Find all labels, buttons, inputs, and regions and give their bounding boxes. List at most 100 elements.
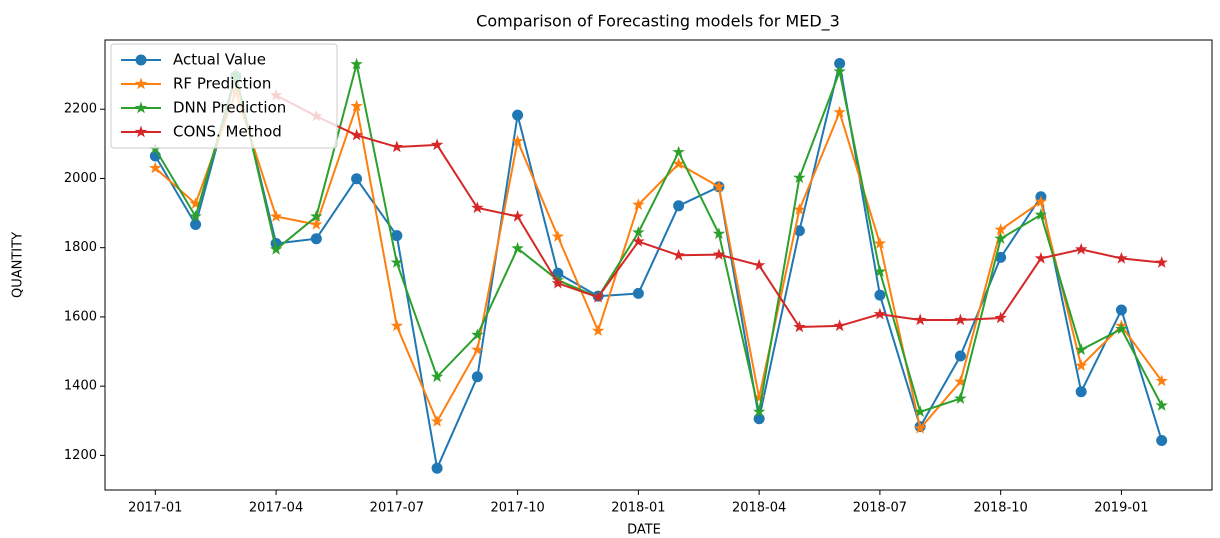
point [430, 138, 444, 151]
point [189, 210, 202, 222]
point [134, 101, 148, 114]
point [833, 105, 846, 118]
point [310, 233, 322, 245]
point [390, 319, 403, 332]
legend-label: Actual Value [173, 51, 266, 69]
point [672, 157, 685, 170]
legend: Actual Value RF Prediction DNN Prediction C… [110, 43, 338, 149]
x-axis-label: DATE [627, 523, 661, 538]
x-tick-label: 2017-01 [128, 501, 182, 516]
point [511, 241, 524, 254]
point [1075, 386, 1087, 398]
point [834, 58, 846, 70]
point [431, 462, 443, 474]
point [793, 320, 806, 333]
point [310, 210, 323, 222]
point [954, 313, 967, 326]
point [511, 134, 524, 147]
point [793, 171, 806, 183]
point [430, 415, 444, 427]
point [269, 242, 283, 255]
x-tick-label: 2019-01 [1094, 501, 1148, 516]
point [632, 198, 645, 210]
x-tick-label: 2018-04 [732, 501, 786, 516]
point [753, 391, 766, 403]
point [874, 289, 886, 301]
point [753, 258, 766, 271]
point [712, 227, 726, 240]
series-line [154, 63, 1163, 472]
point [914, 313, 927, 326]
point [552, 267, 564, 279]
series-line [154, 88, 1163, 431]
point [753, 413, 765, 425]
point [391, 230, 403, 242]
point [135, 54, 147, 66]
point [350, 57, 363, 70]
point [1155, 374, 1168, 387]
point [1034, 251, 1048, 264]
point [1155, 399, 1168, 411]
point [350, 128, 363, 141]
point [793, 225, 805, 237]
point [672, 248, 685, 261]
point [551, 230, 564, 242]
point [712, 248, 726, 260]
point [189, 197, 202, 209]
point [471, 328, 484, 341]
point [954, 375, 967, 387]
point [995, 251, 1007, 263]
point [134, 77, 148, 90]
point [1115, 251, 1128, 264]
x-tick-label: 2017-07 [370, 501, 424, 516]
point [1075, 359, 1088, 371]
point [149, 161, 162, 174]
point [351, 173, 363, 185]
point [873, 265, 887, 277]
point [632, 287, 644, 299]
point [390, 140, 403, 153]
point [753, 405, 766, 417]
point [591, 324, 605, 336]
y-tick-label: 2200 [64, 102, 97, 117]
y-tick-label: 1800 [64, 240, 97, 255]
point [994, 311, 1007, 324]
point [793, 203, 806, 215]
point [512, 109, 524, 121]
point [310, 218, 323, 230]
point [269, 210, 283, 222]
point [632, 235, 645, 247]
point [873, 307, 887, 320]
point [471, 371, 483, 383]
point [430, 370, 444, 383]
point [1115, 322, 1128, 335]
point [1115, 304, 1127, 316]
point [190, 219, 202, 230]
point [954, 350, 966, 362]
point [673, 200, 685, 212]
point [350, 99, 363, 112]
x-tick-label: 2018-01 [611, 501, 665, 516]
legend-label: CONS. Method [173, 123, 282, 141]
point [1034, 208, 1048, 221]
y-tick-label: 2000 [64, 171, 97, 186]
plot-frame [104, 39, 1213, 491]
point [994, 232, 1007, 244]
point [833, 319, 846, 332]
point [712, 180, 726, 192]
point [632, 226, 645, 238]
point [1075, 242, 1088, 255]
point [471, 343, 484, 356]
point [994, 223, 1007, 235]
y-tick-label: 1400 [64, 379, 97, 394]
point [873, 237, 887, 249]
point [551, 276, 564, 289]
point [1075, 343, 1088, 356]
y-axis-label: QUANTITY [11, 232, 26, 298]
point [134, 125, 148, 138]
y-tick-label: 1600 [64, 309, 97, 324]
legend-label: RF Prediction [173, 75, 271, 93]
y-tick-label: 1200 [64, 448, 97, 463]
point [1156, 435, 1168, 446]
